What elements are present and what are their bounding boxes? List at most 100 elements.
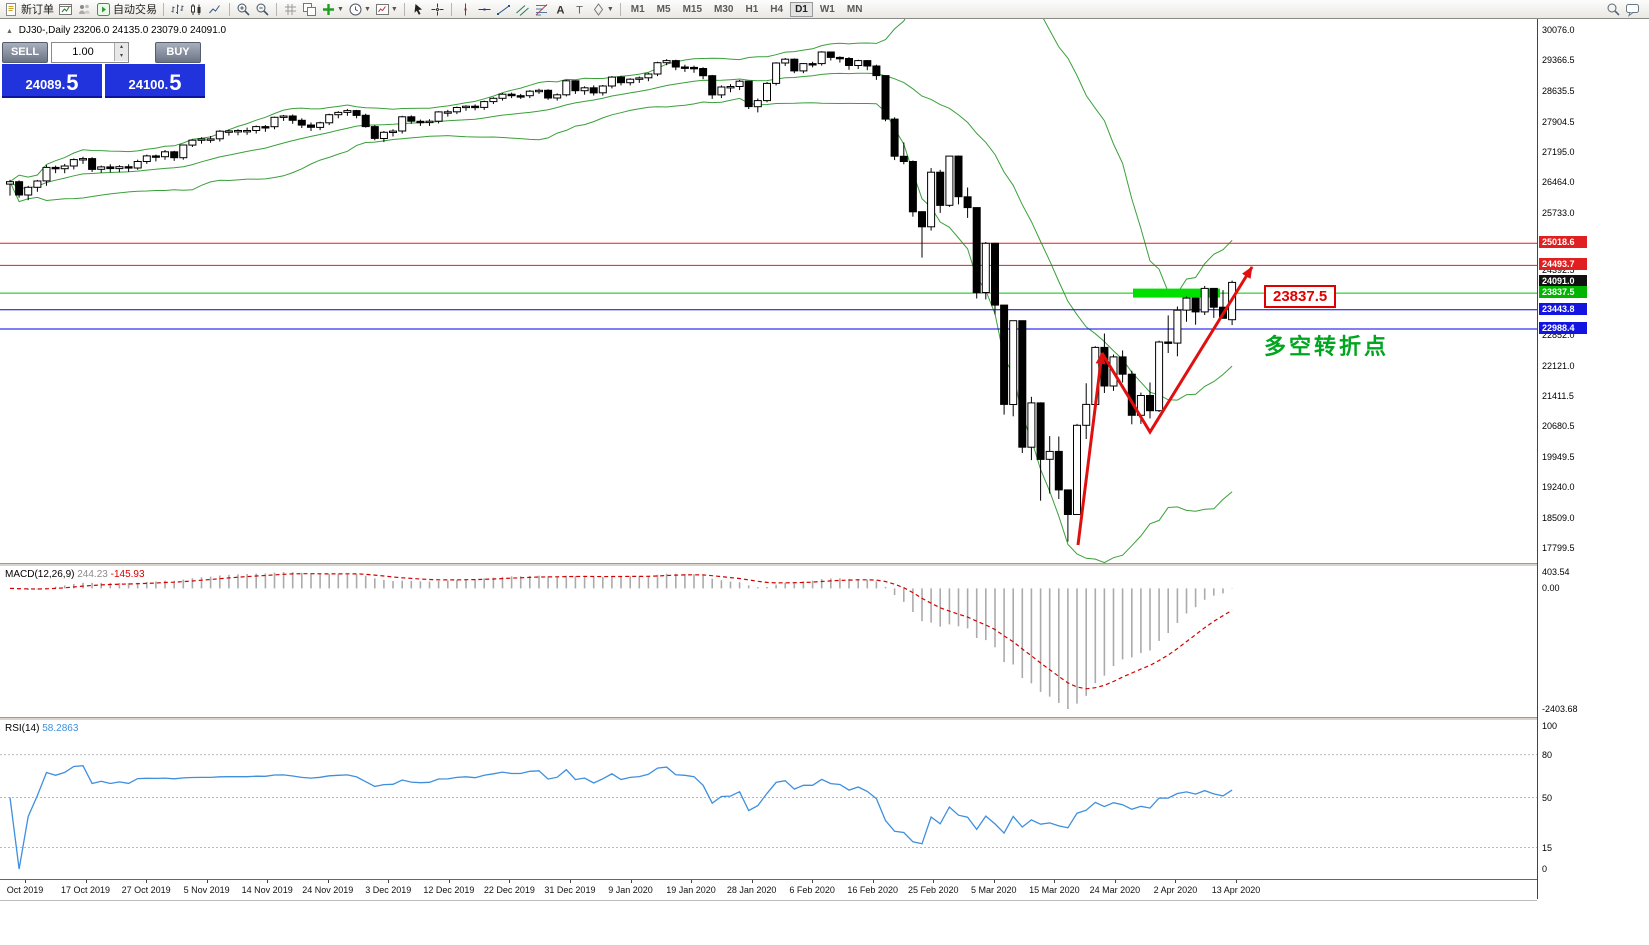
time-tick <box>388 880 390 883</box>
sell-price-small-digits: 24089. <box>25 77 66 92</box>
vertical-line-button[interactable] <box>456 1 475 18</box>
pivot-annotation-text[interactable]: 多空转折点 <box>1264 334 1390 359</box>
timeframe-button-m5[interactable]: M5 <box>656 3 671 15</box>
zoom-in-button[interactable] <box>234 1 253 18</box>
grid-icon <box>285 3 296 15</box>
toolbar-separator <box>276 2 277 16</box>
zoom-in-icon <box>237 3 250 16</box>
price-scale[interactable]: 30076.0 29366.5 28635.5 27904.5 27195.0 26464… <box>1537 19 1649 899</box>
line-chart-button[interactable] <box>206 1 225 18</box>
timeframe-button-w1[interactable]: W1 <box>819 3 835 15</box>
periods-button[interactable]: ▼ <box>346 1 373 18</box>
macd-axis-label: 403.54 <box>1542 567 1570 577</box>
support-highlight-bar[interactable] <box>1133 288 1220 298</box>
time-axis-label: Oct 2019 <box>6 885 44 895</box>
new-order-label: 新订单 <box>21 4 54 16</box>
crosshair-button[interactable] <box>428 1 447 18</box>
community-chat-button[interactable] <box>1623 1 1643 18</box>
auto-trading-button[interactable]: 自动交易 <box>94 1 159 18</box>
timeframe-button-d1[interactable]: D1 <box>790 1 813 17</box>
timeframe-button-m15[interactable]: M15 <box>682 3 703 15</box>
horizontal-line-icon <box>478 8 491 10</box>
tile-windows-button[interactable] <box>300 1 319 18</box>
time-tick <box>327 880 329 883</box>
time-axis-label: 12 Dec 2019 <box>423 885 475 895</box>
main-toolbar: 新订单 自动交易 <box>0 0 1649 19</box>
templates-button[interactable]: ▼ <box>373 1 400 18</box>
horizontal-line-button[interactable] <box>475 1 494 18</box>
text-button[interactable]: A <box>551 1 570 18</box>
time-scale[interactable]: Oct 2019 17 Oct 2019 27 Oct 2019 5 Nov 2019… <box>0 879 1537 901</box>
fibonacci-icon <box>535 3 548 15</box>
time-axis-label: 27 Oct 2019 <box>121 885 171 895</box>
volume-down-button[interactable]: ▾ <box>115 52 128 61</box>
price-tag: 23837.5 <box>1539 286 1587 299</box>
macd-indicator-pane[interactable]: MACD(12,26,9) 244.23 -145.93 <box>0 566 1537 717</box>
price-level-callout[interactable]: 23837.5 <box>1264 285 1337 308</box>
timeframe-button-h4[interactable]: H4 <box>770 3 784 15</box>
macd-signal-value: -145.93 <box>110 569 145 580</box>
time-tick <box>267 880 269 883</box>
rsi-canvas <box>0 754 1537 870</box>
bar-chart-button[interactable] <box>168 1 187 18</box>
fibonacci-button[interactable] <box>532 1 551 18</box>
ohlc-collapse-arrow-icon[interactable]: ▲ <box>6 28 13 35</box>
dropdown-caret-icon: ▼ <box>606 5 614 13</box>
time-tick <box>146 880 148 883</box>
rsi-axis-label: 50 <box>1542 792 1553 803</box>
charts-button[interactable] <box>56 1 75 18</box>
auto-trading-play-icon <box>97 2 110 16</box>
arrows-button[interactable]: ▼ <box>589 1 616 18</box>
svg-text:T: T <box>576 4 583 16</box>
bar-chart-icon <box>171 4 184 14</box>
rsi-indicator-pane[interactable]: RSI(14) 58.2863 <box>0 720 1537 879</box>
rsi-axis-label: 0 <box>1542 864 1548 874</box>
time-axis-label: 24 Mar 2020 <box>1089 885 1141 895</box>
timeframe-button-h1[interactable]: H1 <box>745 3 759 15</box>
time-axis-label: 19 Jan 2020 <box>666 885 716 895</box>
cursor-arrow-icon <box>414 3 422 15</box>
toolbar-separator <box>450 2 452 16</box>
sell-price-box[interactable]: 24089. 5 <box>2 64 102 98</box>
time-axis-label: 3 Dec 2019 <box>365 885 412 895</box>
indicators-button[interactable]: ▼ <box>319 1 346 18</box>
volume-input[interactable] <box>52 42 114 62</box>
price-axis-label: 19949.5 <box>1542 452 1575 463</box>
price-chart-pane[interactable]: ▲ DJ30-,Daily 23206.0 24135.0 23079.0 24… <box>0 19 1537 563</box>
time-tick <box>933 880 935 883</box>
price-axis-label: 25733.0 <box>1542 208 1575 219</box>
one-click-prices-row: 24089. 5 24100. 5 <box>2 64 206 98</box>
timeframe-button-mn[interactable]: MN <box>846 3 863 15</box>
price-axis-label: 22852.0 <box>1542 329 1575 340</box>
cursor-button[interactable] <box>409 1 428 18</box>
chart-window-icon <box>59 3 72 15</box>
timeframe-button-m1[interactable]: M1 <box>630 3 645 15</box>
trend-arrows[interactable] <box>1076 266 1254 546</box>
buy-button[interactable]: BUY <box>155 41 201 63</box>
new-order-button[interactable]: 新订单 <box>2 1 56 18</box>
buy-price-box[interactable]: 24100. 5 <box>105 64 205 98</box>
price-axis-label: 17799.5 <box>1542 542 1575 553</box>
rsi-line <box>9 765 1233 870</box>
price-axis-label: 30076.0 <box>1542 24 1575 35</box>
candlestick-chart-button[interactable] <box>187 1 206 18</box>
time-tick <box>206 880 208 883</box>
new-order-icon <box>6 2 16 16</box>
text-label-button[interactable]: T <box>570 1 589 18</box>
zoom-out-button[interactable] <box>253 1 272 18</box>
ohlc-header: ▲ DJ30-,Daily 23206.0 24135.0 23079.0 24… <box>6 25 226 36</box>
time-tick <box>1236 880 1237 883</box>
sell-button[interactable]: SELL <box>2 41 48 63</box>
volume-up-button[interactable]: ▴ <box>115 43 128 52</box>
candlestick-chart-icon <box>191 3 201 15</box>
search-button[interactable] <box>1604 1 1623 18</box>
profiles-button[interactable] <box>75 1 94 18</box>
price-axis-label: 21411.5 <box>1542 390 1574 401</box>
crosshair-icon <box>431 3 444 15</box>
text-a-icon: A <box>556 4 564 16</box>
grid-button[interactable] <box>281 1 300 18</box>
channel-button[interactable] <box>513 1 532 18</box>
timeframe-button-m30[interactable]: M30 <box>714 3 734 15</box>
trendline-button[interactable] <box>494 1 513 18</box>
